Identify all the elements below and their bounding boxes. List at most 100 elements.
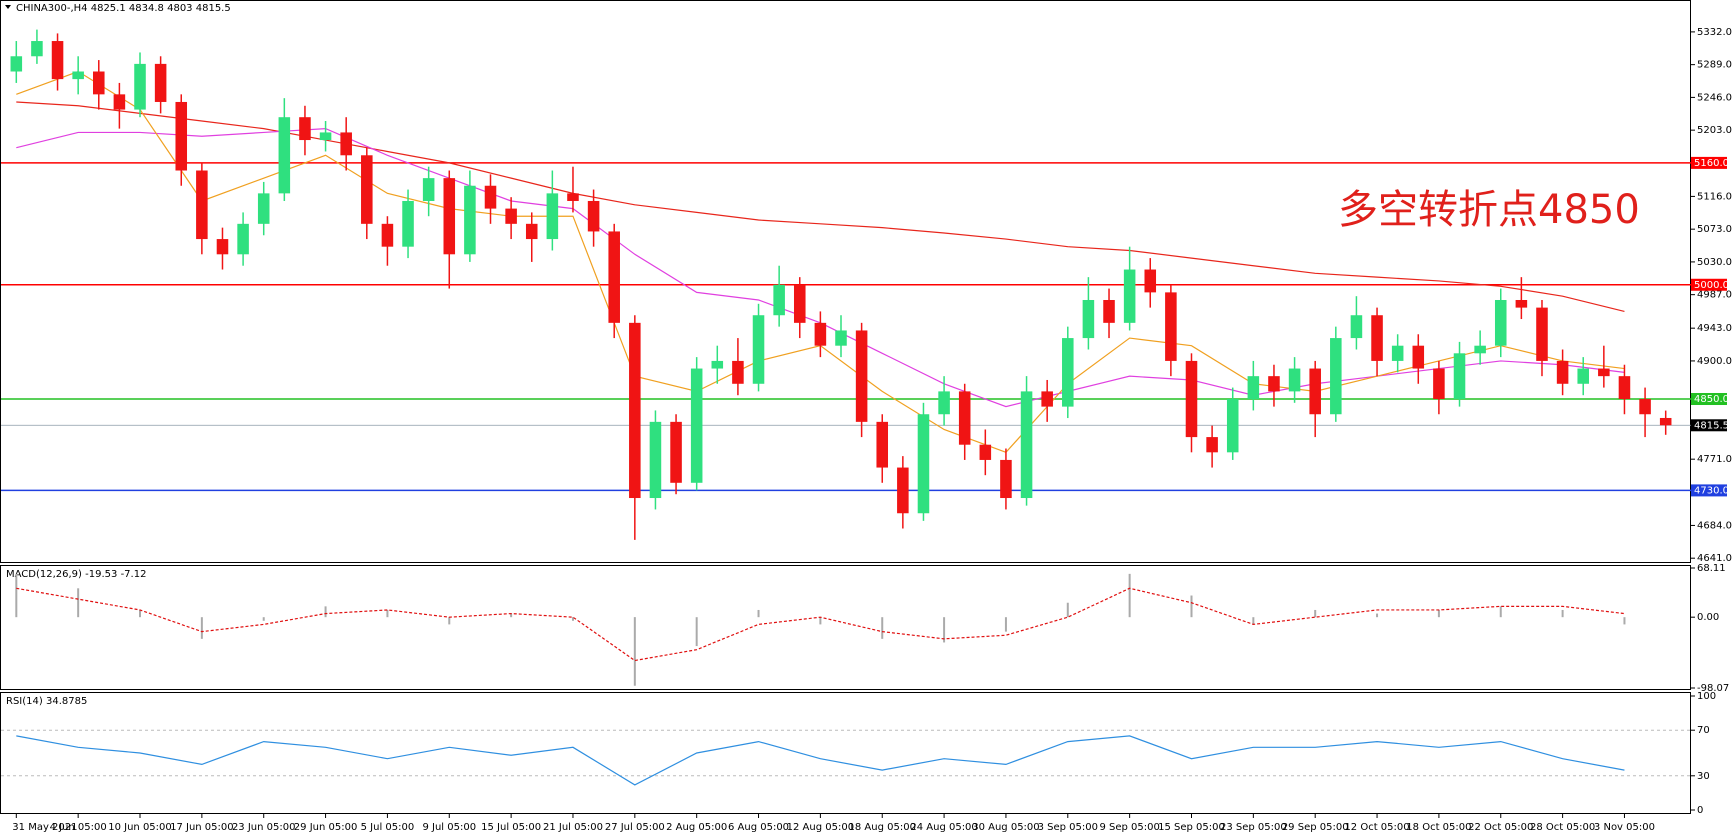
y-tick-label: 100 <box>1697 691 1716 702</box>
candle-body <box>10 56 23 72</box>
x-tick-label: 9 Sep 05:00 <box>1099 822 1159 833</box>
candle-body <box>216 239 229 255</box>
candle-body <box>855 330 868 422</box>
candle-body <box>732 360 744 384</box>
y-tick-label: 70 <box>1697 725 1710 736</box>
level-tag <box>1691 156 1727 169</box>
y-tick-label: 5246.0 <box>1697 92 1732 103</box>
close: 4815.5 <box>196 3 231 14</box>
menu-arrow <box>5 5 11 9</box>
candle-body <box>484 185 497 209</box>
candle-body <box>1453 353 1466 400</box>
candle-body <box>1536 307 1548 361</box>
y-tick-label: 4771.0 <box>1697 454 1732 465</box>
x-tick-label: 21 Jul 05:00 <box>543 822 603 833</box>
moving-average <box>16 128 1625 408</box>
x-tick-label: 31 May 2021 <box>12 822 77 833</box>
last-price-label: 4815.5 <box>1694 420 1729 431</box>
candle-body <box>690 368 703 483</box>
level-label: 4850.0 <box>1694 394 1729 405</box>
candle-body <box>1577 368 1589 384</box>
symbol: CHINA300-,H4 <box>16 3 88 14</box>
candle-body <box>587 200 600 232</box>
candle-body <box>257 193 270 224</box>
y-tick-label: -98.07 <box>1697 683 1729 694</box>
candle-body <box>1082 299 1095 339</box>
macd-header: MACD(12,26,9) -19.53 -7.12 <box>6 569 146 580</box>
low: 4803 <box>167 3 192 14</box>
candle-body <box>278 117 291 194</box>
macd-signal <box>16 587 1625 662</box>
candle-body <box>1598 368 1610 377</box>
x-tick-label: 15 Sep 05:00 <box>1158 822 1225 833</box>
y-tick-label: 5030.0 <box>1697 257 1732 268</box>
rsi-panel <box>0 692 1691 814</box>
candle-body <box>154 63 167 102</box>
candle-body <box>752 315 765 384</box>
candle-body <box>422 178 435 201</box>
candle-body <box>196 170 208 240</box>
candle-body <box>72 71 84 80</box>
candle-body <box>1309 368 1321 415</box>
candle-body <box>525 223 538 240</box>
candle-body <box>1515 299 1528 308</box>
moving-average <box>16 70 1625 454</box>
candle-body <box>1433 368 1445 400</box>
candle-body <box>1185 360 1198 438</box>
candle-body <box>711 360 724 369</box>
x-tick-label: 18 Aug 05:00 <box>849 822 916 833</box>
y-tick-label: 5289.0 <box>1697 60 1732 71</box>
candle-body <box>1391 345 1404 361</box>
candle-body <box>340 132 352 156</box>
price-panel <box>0 0 1691 563</box>
candle-body <box>402 200 414 247</box>
level-label: 5000.0 <box>1694 280 1729 291</box>
macd-name: MACD(12,26,9) <box>6 569 82 580</box>
candle-body <box>505 208 517 224</box>
x-tick-label: 12 Aug 05:00 <box>787 822 854 833</box>
candle-body <box>670 421 682 483</box>
x-tick-label: 17 Jun 05:00 <box>170 822 234 833</box>
x-tick-label: 23 Jun 05:00 <box>232 822 296 833</box>
candle-body <box>649 421 662 499</box>
y-tick-label: 30 <box>1697 771 1710 782</box>
x-tick-label: 4 Jun 05:00 <box>50 822 107 833</box>
last-price-tag <box>1691 419 1727 432</box>
candle-body <box>876 421 889 468</box>
candle-body <box>1103 299 1115 323</box>
x-tick-label: 12 Oct 05:00 <box>1344 822 1409 833</box>
y-tick-label: 4987.0 <box>1697 290 1732 301</box>
macd-reading: -19.53 <box>85 569 117 580</box>
candle-body <box>1618 376 1631 400</box>
macd-reading: -7.12 <box>121 569 147 580</box>
y-tick-label: 4641.0 <box>1697 553 1732 564</box>
candle-body <box>793 284 806 323</box>
level-label: 4730.0 <box>1694 485 1729 496</box>
candle-body <box>1350 315 1363 339</box>
candle-body <box>51 41 64 80</box>
candle-body <box>958 391 971 445</box>
x-tick-label: 29 Sep 05:00 <box>1282 822 1349 833</box>
rsi-header: RSI(14) 34.8785 <box>6 696 87 707</box>
candle-body <box>629 322 641 499</box>
x-tick-label: 18 Oct 05:00 <box>1406 822 1471 833</box>
x-tick-label: 28 Oct 05:00 <box>1530 822 1595 833</box>
candle-body <box>237 223 249 255</box>
candle-body <box>1268 376 1280 392</box>
header: CHINA300-,H4 4825.1 4834.8 4803 4815.5 <box>16 3 231 14</box>
candle-body <box>1226 399 1239 453</box>
candle-body <box>1144 269 1157 293</box>
x-tick-label: 15 Jul 05:00 <box>481 822 541 833</box>
x-tick-label: 29 Jun 05:00 <box>294 822 358 833</box>
candle-body <box>93 71 105 95</box>
candle-body <box>1330 338 1342 415</box>
candle-body <box>381 223 394 247</box>
candle-body <box>1123 269 1136 323</box>
candle-body <box>1000 459 1012 499</box>
candle-body <box>175 101 188 171</box>
candle-body <box>464 185 476 255</box>
y-tick-label: 4943.0 <box>1697 323 1732 334</box>
annotation: 多空转折点4850 <box>1338 187 1640 233</box>
x-tick-label: 23 Sep 05:00 <box>1220 822 1287 833</box>
